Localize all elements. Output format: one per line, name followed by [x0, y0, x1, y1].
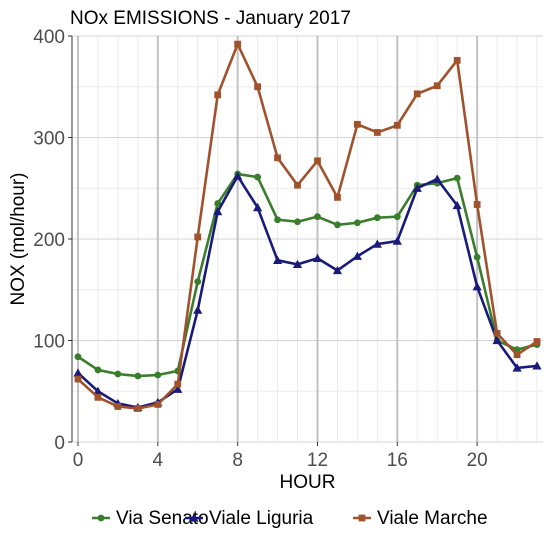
data-point — [433, 82, 441, 90]
data-point — [493, 329, 501, 337]
x-tick-label: 16 — [387, 450, 408, 471]
legend-label: Via Senato — [116, 508, 209, 529]
data-point — [453, 56, 461, 64]
data-point — [473, 253, 481, 261]
x-tick-label: 8 — [232, 450, 243, 471]
data-point — [214, 91, 222, 99]
data-point — [334, 193, 341, 201]
data-point — [253, 202, 263, 212]
data-point — [74, 375, 82, 383]
data-point — [234, 40, 242, 48]
data-point — [193, 305, 203, 314]
data-point — [314, 213, 321, 221]
data-point — [473, 201, 481, 208]
data-point — [334, 221, 341, 229]
data-point — [314, 157, 321, 165]
legend-key-marker — [97, 514, 105, 522]
data-point — [114, 370, 122, 378]
data-point — [194, 233, 202, 241]
data-point — [274, 154, 281, 162]
data-point — [94, 366, 102, 374]
data-point — [372, 239, 382, 248]
series-line-viale-liguria — [77, 174, 538, 409]
data-point — [492, 335, 502, 345]
series-line-via-senato — [77, 172, 538, 378]
data-point — [353, 120, 361, 128]
y-tick-label: 300 — [33, 129, 65, 150]
data-point — [134, 405, 142, 412]
data-point — [412, 183, 422, 192]
y-tick-label: 200 — [33, 230, 65, 251]
legend-key-marker — [189, 513, 199, 522]
data-point — [214, 200, 222, 207]
data-point — [312, 253, 323, 262]
data-point — [373, 129, 381, 136]
data-point — [512, 363, 522, 372]
series-via-senato — [74, 170, 541, 380]
data-point — [413, 90, 421, 98]
y-tick-label: 0 — [54, 433, 65, 454]
data-point — [533, 338, 541, 345]
data-point — [213, 206, 223, 216]
data-point — [513, 351, 521, 359]
y-tick-label: 100 — [33, 332, 65, 353]
data-point — [73, 368, 83, 377]
data-point — [392, 236, 402, 245]
legend: Via Senato Viale Liguria Viale Marche — [92, 508, 488, 529]
data-point — [154, 401, 162, 408]
data-point — [294, 218, 301, 226]
series-group — [73, 40, 542, 412]
legend-item-via-senato: Via Senato — [92, 508, 209, 529]
data-point — [254, 173, 262, 181]
data-point — [352, 251, 362, 260]
data-point — [134, 372, 142, 380]
data-point — [93, 386, 103, 395]
data-point — [432, 174, 442, 183]
series-viale-marche — [74, 40, 541, 412]
data-point — [174, 380, 182, 388]
data-point — [154, 371, 162, 379]
x-tick-label: 20 — [467, 450, 488, 471]
x-tick-label: 12 — [307, 450, 328, 471]
legend-key-marker — [358, 514, 366, 522]
legend-item-viale-liguria: Viale Liguria — [185, 508, 314, 529]
data-point — [272, 255, 283, 264]
legend-label: Viale Liguria — [209, 508, 314, 529]
y-axis-label: NOX (mol/hour) — [8, 172, 29, 305]
data-point — [393, 213, 401, 221]
data-point — [194, 278, 202, 286]
data-point — [173, 384, 183, 393]
legend-item-viale-marche: Viale Marche — [353, 508, 488, 529]
data-point — [453, 174, 461, 182]
data-point — [114, 403, 122, 410]
chart-title: NOx EMISSIONS - January 2017 — [70, 8, 351, 29]
data-point — [292, 259, 303, 269]
data-point — [332, 265, 343, 275]
data-point — [254, 83, 262, 91]
legend-label: Viale Marche — [377, 508, 488, 529]
x-tick-label: 0 — [73, 450, 84, 471]
x-tick-label: 4 — [153, 450, 164, 471]
data-point — [393, 121, 401, 129]
data-point — [532, 361, 542, 370]
data-point — [233, 171, 243, 180]
y-tick-label: 400 — [33, 27, 65, 48]
x-axis-label: HOUR — [280, 472, 336, 493]
axes: 0 100 200 300 400 0 4 8 12 16 20 — [33, 27, 487, 471]
data-point — [294, 181, 301, 189]
data-point — [353, 219, 361, 227]
data-point — [373, 214, 381, 222]
data-point — [452, 200, 462, 210]
data-point — [472, 282, 482, 291]
data-point — [94, 393, 102, 401]
data-point — [74, 353, 82, 361]
data-point — [274, 216, 281, 224]
